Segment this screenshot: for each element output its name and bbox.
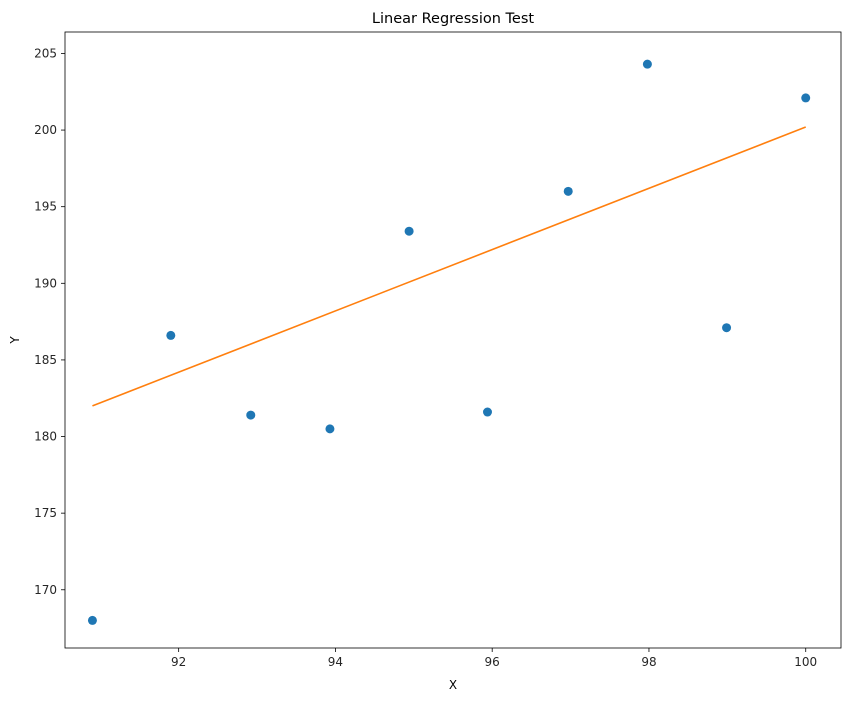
y-tick-label: 185: [34, 353, 57, 367]
y-tick-label: 175: [34, 506, 57, 520]
scatter-point: [801, 93, 811, 103]
plot-background: [65, 32, 841, 648]
scatter-point: [325, 424, 335, 434]
axes: 92 94 96 98 100 170 175 180 185 190 195 200 205: [34, 46, 817, 669]
scatter-point: [404, 226, 414, 236]
x-tick-label: 98: [641, 655, 656, 669]
x-axis-label: X: [449, 678, 457, 692]
scatter-point: [642, 59, 652, 69]
y-tick-label: 200: [34, 123, 57, 137]
plot-marks: [87, 59, 811, 625]
y-tick-label: 190: [34, 276, 57, 290]
y-tick-label: 180: [34, 430, 57, 444]
regression-line: [92, 126, 807, 407]
scatter-point: [87, 615, 97, 625]
x-tick-label: 94: [328, 655, 343, 669]
y-tick-label: 195: [34, 200, 57, 214]
scatter-point: [166, 330, 176, 340]
y-tick-label: 205: [34, 46, 57, 60]
chart-title: Linear Regression Test: [372, 11, 534, 27]
x-tick-label: 92: [171, 655, 186, 669]
x-tick-label: 96: [485, 655, 500, 669]
plot-frame: [64, 31, 842, 649]
scatter-point: [722, 323, 732, 333]
y-axis-label: Y: [8, 336, 22, 345]
scatter-point: [563, 186, 573, 196]
scatter-point: [482, 407, 492, 417]
x-tick-label: 100: [794, 655, 817, 669]
scatter-point: [246, 410, 256, 420]
y-tick-label: 170: [34, 583, 57, 597]
